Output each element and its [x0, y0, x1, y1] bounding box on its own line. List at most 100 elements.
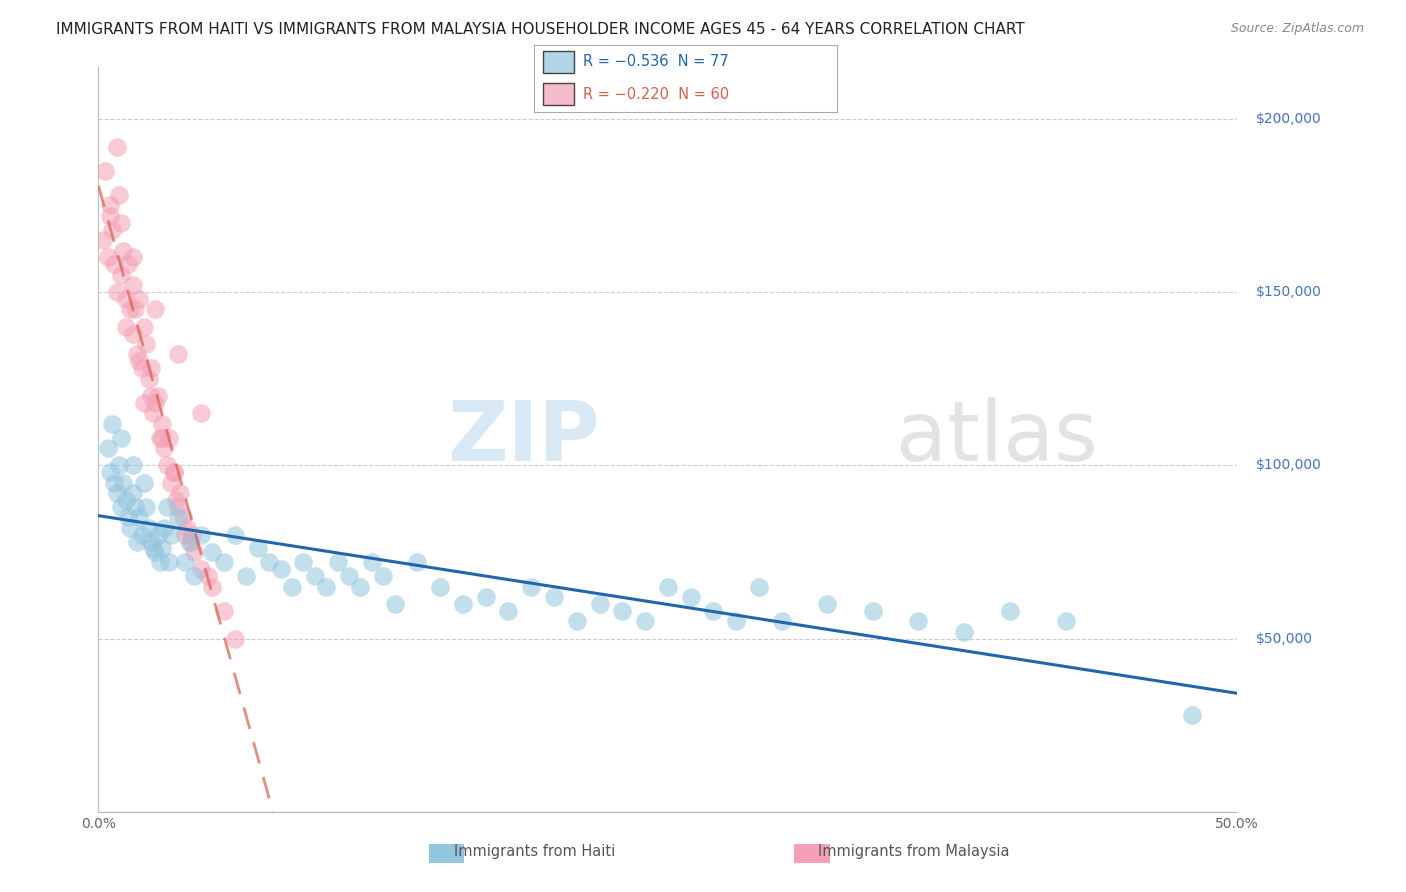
- Point: [105, 139, 128, 153]
- Point: [157, 555, 180, 569]
- Point: [121, 326, 143, 341]
- Point: [124, 500, 146, 514]
- Point: [212, 555, 235, 569]
- Point: [174, 555, 197, 569]
- Point: [679, 590, 702, 604]
- Point: [98, 198, 121, 212]
- Point: [112, 475, 135, 490]
- Point: [520, 580, 543, 594]
- Point: [725, 614, 748, 628]
- Point: [145, 545, 167, 559]
- Point: [304, 569, 326, 583]
- Point: [117, 510, 139, 524]
- Point: [201, 545, 224, 559]
- Point: [146, 527, 169, 541]
- Point: [135, 500, 157, 514]
- Point: [815, 597, 838, 611]
- Point: [139, 389, 162, 403]
- Point: [110, 216, 132, 230]
- Point: [121, 486, 143, 500]
- Point: [212, 604, 235, 618]
- Point: [124, 302, 146, 317]
- Point: [259, 555, 281, 569]
- Point: [139, 534, 162, 549]
- Point: [127, 534, 149, 549]
- Point: [998, 604, 1021, 618]
- Point: [110, 268, 132, 282]
- Point: [176, 521, 198, 535]
- Point: [146, 389, 169, 403]
- Point: [770, 614, 793, 628]
- Point: [108, 458, 131, 473]
- Point: [429, 580, 451, 594]
- Point: [543, 590, 565, 604]
- Point: [172, 510, 194, 524]
- Point: [103, 257, 125, 271]
- Point: [142, 541, 165, 556]
- Point: [612, 604, 634, 618]
- Point: [190, 527, 212, 541]
- Point: [183, 569, 205, 583]
- Point: [145, 302, 167, 317]
- Point: [150, 431, 173, 445]
- Point: [157, 431, 180, 445]
- Point: [153, 521, 176, 535]
- Text: R = −0.220  N = 60: R = −0.220 N = 60: [582, 87, 728, 102]
- Point: [270, 562, 292, 576]
- Point: [360, 555, 382, 569]
- Point: [160, 527, 183, 541]
- Point: [110, 500, 132, 514]
- Point: [138, 521, 160, 535]
- FancyBboxPatch shape: [543, 84, 574, 104]
- Point: [98, 465, 121, 479]
- Point: [326, 555, 349, 569]
- Point: [1056, 614, 1078, 628]
- Point: [235, 569, 257, 583]
- Point: [179, 534, 201, 549]
- Point: [114, 492, 136, 507]
- Point: [121, 458, 143, 473]
- Point: [91, 233, 114, 247]
- Point: [132, 475, 155, 490]
- Point: [127, 347, 149, 361]
- Point: [114, 292, 136, 306]
- Point: [121, 278, 143, 293]
- Point: [565, 614, 588, 628]
- Point: [131, 527, 153, 541]
- Text: ZIP: ZIP: [447, 397, 599, 478]
- Point: [120, 521, 142, 535]
- Point: [953, 624, 976, 639]
- Point: [98, 209, 121, 223]
- Point: [174, 527, 197, 541]
- Point: [101, 417, 124, 431]
- Point: [112, 244, 135, 258]
- Point: [160, 475, 183, 490]
- Point: [180, 527, 202, 541]
- Point: [167, 500, 190, 514]
- Text: $100,000: $100,000: [1256, 458, 1322, 472]
- Point: [190, 406, 212, 420]
- Point: [167, 510, 190, 524]
- Point: [588, 597, 610, 611]
- Text: Immigrants from Malaysia: Immigrants from Malaysia: [818, 845, 1010, 859]
- Point: [169, 486, 191, 500]
- Point: [150, 417, 173, 431]
- Point: [105, 285, 128, 299]
- Text: Immigrants from Haiti: Immigrants from Haiti: [454, 845, 614, 859]
- Point: [145, 396, 167, 410]
- Point: [224, 527, 246, 541]
- Point: [201, 580, 224, 594]
- Point: [281, 580, 304, 594]
- Point: [634, 614, 657, 628]
- Point: [1181, 707, 1204, 722]
- Text: IMMIGRANTS FROM HAITI VS IMMIGRANTS FROM MALAYSIA HOUSEHOLDER INCOME AGES 45 - 6: IMMIGRANTS FROM HAITI VS IMMIGRANTS FROM…: [56, 22, 1025, 37]
- Point: [142, 406, 165, 420]
- Text: R = −0.536  N = 77: R = −0.536 N = 77: [582, 54, 728, 70]
- Point: [128, 354, 150, 368]
- Point: [150, 541, 173, 556]
- Point: [101, 223, 124, 237]
- Point: [406, 555, 429, 569]
- Point: [337, 569, 360, 583]
- Point: [162, 465, 184, 479]
- Text: $200,000: $200,000: [1256, 112, 1322, 126]
